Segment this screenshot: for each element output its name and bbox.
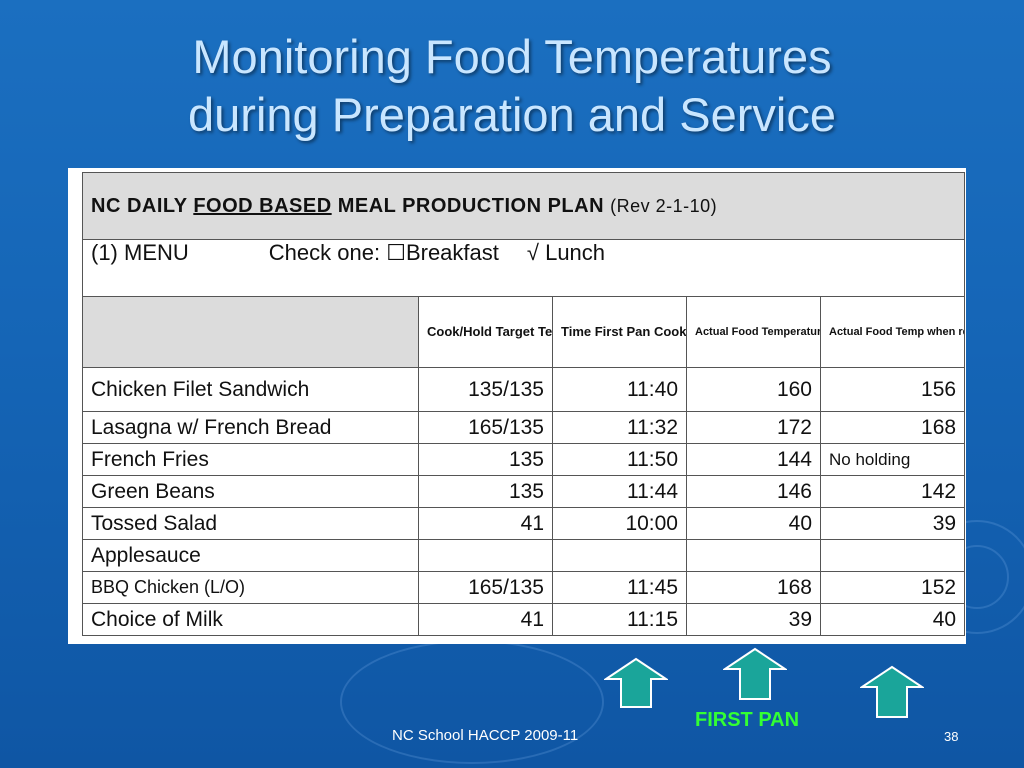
food-item: Lasagna w/ French Bread — [82, 411, 419, 444]
food-item: Tossed Salad — [82, 507, 419, 540]
menu-label: (1) MENU — [91, 240, 189, 266]
food-item: Green Beans — [82, 475, 419, 508]
check-one-label: Check one: — [268, 240, 381, 266]
food-item: BBQ Chicken (L/O) — [82, 571, 419, 604]
removed-temp: No holding — [819, 443, 966, 476]
table-row: BBQ Chicken (L/O) 165/135 11:45 168 152 — [82, 571, 966, 604]
slide-title-line-2: during Preparation and Service — [188, 88, 836, 141]
menu-row: (1) MENU Check one: ☐Breakfast √ Lunch — [81, 239, 966, 297]
cooked-temp: 39 — [686, 603, 821, 636]
food-item: Applesauce — [82, 539, 419, 572]
form-heading-prefix: NC DAILY — [91, 194, 194, 217]
removed-temp: 39 — [819, 507, 966, 540]
table-row: Green Beans 135 11:44 146 142 — [82, 475, 966, 508]
cooked-temp: 160 — [686, 367, 821, 412]
column-header-row: Cook/Hold Target Temperature Time First … — [82, 296, 966, 368]
time-first-pan: 10:00 — [552, 507, 687, 540]
slide-title-line-1: Monitoring Food Temperatures — [192, 30, 832, 83]
target-temp: 135 — [418, 443, 553, 476]
table-row: French Fries 135 11:50 144 No holding — [82, 443, 966, 476]
cooked-temp — [686, 539, 821, 572]
target-temp-column-header: Cook/Hold Target Temperature — [418, 296, 553, 368]
slide-footer: NC School HACCP 2009-11 — [392, 727, 579, 744]
cooked-temp: 172 — [686, 411, 821, 444]
up-arrow-icon — [604, 657, 668, 708]
removed-temp: 40 — [819, 603, 966, 636]
table-row: Chicken Filet Sandwich 135/135 11:40 160… — [82, 367, 966, 412]
removed-temp — [819, 539, 966, 572]
food-item: Choice of Milk — [82, 603, 419, 636]
production-plan-sheet: NC DAILY FOOD BASED MEAL PRODUCTION PLAN… — [68, 168, 966, 644]
table-row: Tossed Salad 41 10:00 40 39 — [82, 507, 966, 540]
production-plan-table: NC DAILY FOOD BASED MEAL PRODUCTION PLAN… — [81, 172, 966, 636]
menu-cell: (1) MENU Check one: ☐Breakfast √ Lunch — [81, 239, 966, 297]
time-first-pan — [552, 539, 687, 572]
breakfast-checkbox: ☐ — [386, 240, 406, 266]
cooked-temp: 40 — [686, 507, 821, 540]
actual-removed-temp-column-header: Actual Food Temp when removed from holdi… — [819, 296, 966, 368]
time-first-pan-column-header: Time First Pan Cooked/ Prepared — [552, 296, 687, 368]
cooked-temp: 146 — [686, 475, 821, 508]
target-temp: 135/135 — [418, 367, 553, 412]
cooked-temp: 144 — [686, 443, 821, 476]
lunch-label: Lunch — [545, 240, 606, 266]
cooked-temp: 168 — [686, 571, 821, 604]
time-first-pan: 11:40 — [552, 367, 687, 412]
table-row: Choice of Milk 41 11:15 39 40 — [82, 603, 966, 636]
removed-temp: 142 — [819, 475, 966, 508]
up-arrow-icon — [860, 665, 924, 718]
target-temp: 165/135 — [418, 411, 553, 444]
item-column-header — [82, 296, 419, 368]
form-heading-underlined: FOOD BASED — [193, 194, 332, 217]
breakfast-label: Breakfast — [405, 240, 499, 266]
water-ripple-decoration — [340, 640, 604, 764]
target-temp — [418, 539, 553, 572]
food-item: Chicken Filet Sandwich — [82, 367, 419, 412]
table-row: Lasagna w/ French Bread 165/135 11:32 17… — [82, 411, 966, 444]
actual-cooked-temp-column-header: Actual Food Temperature once cooked/prep… — [686, 296, 821, 368]
lunch-check-mark: √ — [526, 240, 539, 266]
time-first-pan: 11:44 — [552, 475, 687, 508]
target-temp: 41 — [418, 507, 553, 540]
target-temp: 135 — [418, 475, 553, 508]
food-item: French Fries — [82, 443, 419, 476]
time-first-pan: 11:15 — [552, 603, 687, 636]
first-pan-annotation: FIRST PAN — [695, 709, 800, 731]
removed-temp: 152 — [819, 571, 966, 604]
slide-title: Monitoring Food Temperatures during Prep… — [0, 28, 1024, 144]
form-heading-row: NC DAILY FOOD BASED MEAL PRODUCTION PLAN… — [81, 172, 966, 240]
removed-temp: 168 — [819, 411, 966, 444]
form-revision: (Rev 2-1-10) — [610, 195, 718, 216]
table-row: Applesauce — [82, 539, 966, 572]
time-first-pan: 11:32 — [552, 411, 687, 444]
slide-page-number: 38 — [944, 729, 959, 744]
time-first-pan: 11:50 — [552, 443, 687, 476]
removed-temp: 156 — [819, 367, 966, 412]
up-arrow-icon — [723, 647, 787, 700]
target-temp: 41 — [418, 603, 553, 636]
form-heading-suffix: MEAL PRODUCTION PLAN — [331, 194, 605, 217]
form-heading: NC DAILY FOOD BASED MEAL PRODUCTION PLAN… — [81, 172, 966, 240]
target-temp: 165/135 — [418, 571, 553, 604]
time-first-pan: 11:45 — [552, 571, 687, 604]
